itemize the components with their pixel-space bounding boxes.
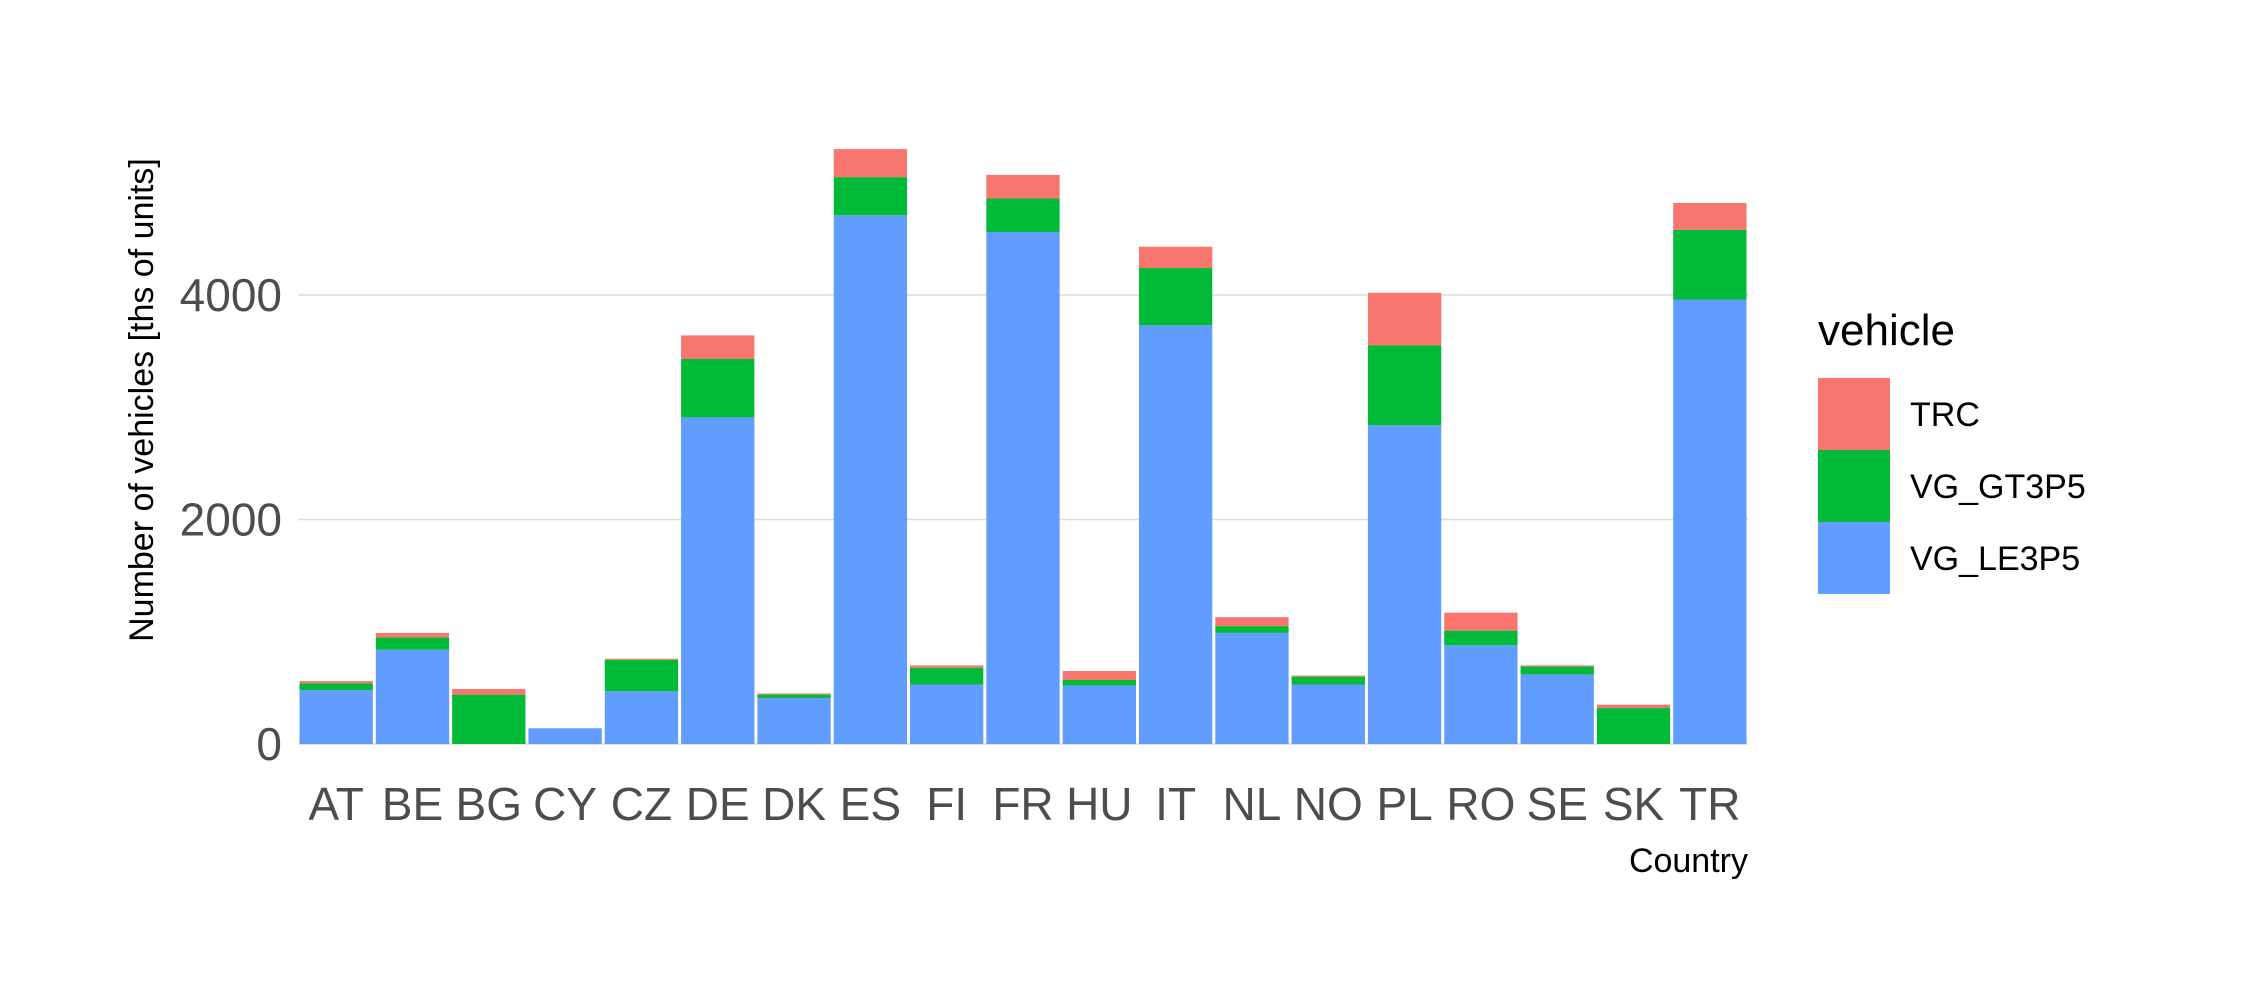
bar-segment-vg-gt3p5 <box>1062 680 1136 686</box>
x-tick-label: NL <box>1223 778 1282 830</box>
legend-swatch <box>1818 378 1890 450</box>
bar-segment-vg-le3p5 <box>681 417 755 744</box>
bar-segment-vg-le3p5 <box>757 697 831 744</box>
x-tick-label: FI <box>926 778 967 830</box>
bar-segment-trc <box>375 632 450 638</box>
bar-segment-trc <box>1062 671 1136 681</box>
x-axis-title: Country <box>1629 842 1748 880</box>
bar-segment-trc <box>604 658 679 660</box>
bar-segment-vg-gt3p5 <box>1291 676 1365 685</box>
bar-segment-vg-le3p5 <box>528 728 602 744</box>
bar-segment-vg-le3p5 <box>833 215 908 745</box>
legend-label: TRC <box>1910 396 1980 434</box>
y-axis-title: Number of vehicles [ths of units] <box>123 158 161 642</box>
x-tick-label: IT <box>1155 778 1196 830</box>
bar-segment-trc <box>1596 704 1671 709</box>
x-tick-label: NO <box>1294 778 1363 830</box>
bar-segment-trc <box>1138 246 1213 269</box>
legend-title: vehicle <box>1818 306 1955 355</box>
bar-segment-trc <box>1444 612 1518 631</box>
bar-segment-trc <box>1291 675 1365 677</box>
bar-segment-vg-gt3p5 <box>1673 229 1747 300</box>
bar-segment-vg-le3p5 <box>604 691 679 744</box>
bar-segment-trc <box>452 688 526 695</box>
x-axis-ticks: AT BE BG CY CZ DE DK ES FI FR HU IT NL NO PL RO SE SK TR <box>308 778 1740 830</box>
x-tick-label: SK <box>1603 778 1665 830</box>
bar-segment-vg-gt3p5 <box>375 637 450 650</box>
x-tick-label: BE <box>382 778 443 830</box>
bar-segment-vg-gt3p5 <box>452 694 526 744</box>
bars <box>299 149 1747 745</box>
bar-segment-vg-le3p5 <box>1673 299 1747 744</box>
x-tick-label: PL <box>1376 778 1432 830</box>
x-tick-label: DE <box>686 778 750 830</box>
bar-segment-vg-gt3p5 <box>910 667 984 685</box>
bar-segment-vg-gt3p5 <box>1215 626 1289 633</box>
bar-segment-vg-le3p5 <box>1291 684 1365 744</box>
bar-segment-trc <box>299 681 373 684</box>
y-tick-label: 2000 <box>180 494 282 546</box>
bar-segment-vg-gt3p5 <box>986 198 1060 233</box>
x-tick-label: HU <box>1066 778 1132 830</box>
bar-segment-vg-gt3p5 <box>833 177 908 216</box>
x-tick-label: CY <box>533 778 597 830</box>
y-tick-label: 4000 <box>180 269 282 321</box>
bar-segment-vg-le3p5 <box>1520 674 1594 744</box>
legend-label: VG_LE3P5 <box>1910 540 2080 578</box>
bar-segment-vg-le3p5 <box>1367 425 1442 744</box>
bar-segment-vg-le3p5 <box>1215 632 1289 744</box>
bar-segment-trc <box>986 174 1060 199</box>
bar-segment-vg-gt3p5 <box>1596 708 1671 744</box>
bar-segment-vg-gt3p5 <box>1444 630 1518 646</box>
bar-segment-vg-le3p5 <box>299 690 373 744</box>
bar-segment-trc <box>1520 665 1594 667</box>
bar-segment-vg-le3p5 <box>1062 685 1136 744</box>
legend-items: TRC VG_GT3P5 VG_LE3P5 <box>1818 378 2086 594</box>
bar-segment-trc <box>681 335 755 359</box>
bar-segment-vg-le3p5 <box>1444 645 1518 744</box>
bar-segment-vg-le3p5 <box>910 684 984 744</box>
legend-swatch <box>1818 450 1890 522</box>
bar-segment-vg-gt3p5 <box>1138 268 1213 326</box>
bar-segment-vg-gt3p5 <box>299 683 373 691</box>
x-tick-label: ES <box>840 778 901 830</box>
legend: vehicle TRC VG_GT3P5 VG_LE3P5 <box>1818 306 2086 594</box>
bar-segment-trc <box>1367 292 1442 346</box>
x-tick-label: DK <box>762 778 826 830</box>
x-tick-label: RO <box>1446 778 1515 830</box>
bar-segment-vg-le3p5 <box>375 649 450 744</box>
x-tick-label: SE <box>1527 778 1588 830</box>
x-tick-label: AT <box>308 778 363 830</box>
legend-swatch <box>1818 522 1890 594</box>
bar-segment-trc <box>1215 617 1289 627</box>
bar-segment-trc <box>1673 202 1747 230</box>
x-tick-label: FR <box>992 778 1053 830</box>
bar-segment-vg-gt3p5 <box>1520 666 1594 675</box>
bar-segment-vg-gt3p5 <box>1367 345 1442 426</box>
x-tick-label: TR <box>1679 778 1740 830</box>
x-tick-label: CZ <box>611 778 672 830</box>
bar-segment-vg-gt3p5 <box>757 694 831 698</box>
legend-label: VG_GT3P5 <box>1910 468 2086 506</box>
bar-segment-vg-gt3p5 <box>604 659 679 692</box>
y-tick-label: 0 <box>256 718 282 770</box>
bar-segment-vg-le3p5 <box>1138 325 1213 744</box>
bar-segment-vg-le3p5 <box>986 232 1060 744</box>
y-axis-ticks: 0 2000 4000 <box>180 269 282 770</box>
bar-segment-trc <box>757 693 831 695</box>
bar-segment-trc <box>833 149 908 178</box>
x-tick-label: BG <box>456 778 522 830</box>
bar-segment-trc <box>910 665 984 668</box>
bar-segment-vg-gt3p5 <box>681 358 755 418</box>
